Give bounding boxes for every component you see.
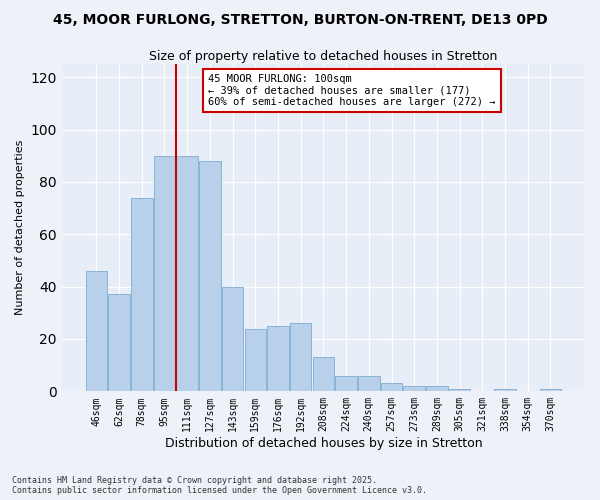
Bar	[494, 388, 516, 392]
Bar	[403, 386, 425, 392]
Bar	[539, 388, 561, 392]
Bar	[86, 271, 107, 392]
X-axis label: Distribution of detached houses by size in Stretton: Distribution of detached houses by size …	[164, 437, 482, 450]
Text: 45, MOOR FURLONG, STRETTON, BURTON-ON-TRENT, DE13 0PD: 45, MOOR FURLONG, STRETTON, BURTON-ON-TR…	[53, 12, 547, 26]
Bar	[154, 156, 175, 392]
Bar	[222, 286, 244, 392]
Bar	[176, 156, 198, 392]
Y-axis label: Number of detached properties: Number of detached properties	[15, 140, 25, 316]
Bar	[449, 388, 470, 392]
Text: 45 MOOR FURLONG: 100sqm
← 39% of detached houses are smaller (177)
60% of semi-d: 45 MOOR FURLONG: 100sqm ← 39% of detache…	[208, 74, 496, 107]
Bar	[313, 358, 334, 392]
Bar	[290, 324, 311, 392]
Bar	[358, 376, 380, 392]
Bar	[131, 198, 152, 392]
Bar	[381, 384, 402, 392]
Bar	[267, 326, 289, 392]
Bar	[199, 161, 221, 392]
Bar	[335, 376, 357, 392]
Bar	[245, 328, 266, 392]
Text: Contains HM Land Registry data © Crown copyright and database right 2025.
Contai: Contains HM Land Registry data © Crown c…	[12, 476, 427, 495]
Bar	[426, 386, 448, 392]
Title: Size of property relative to detached houses in Stretton: Size of property relative to detached ho…	[149, 50, 497, 63]
Bar	[108, 294, 130, 392]
